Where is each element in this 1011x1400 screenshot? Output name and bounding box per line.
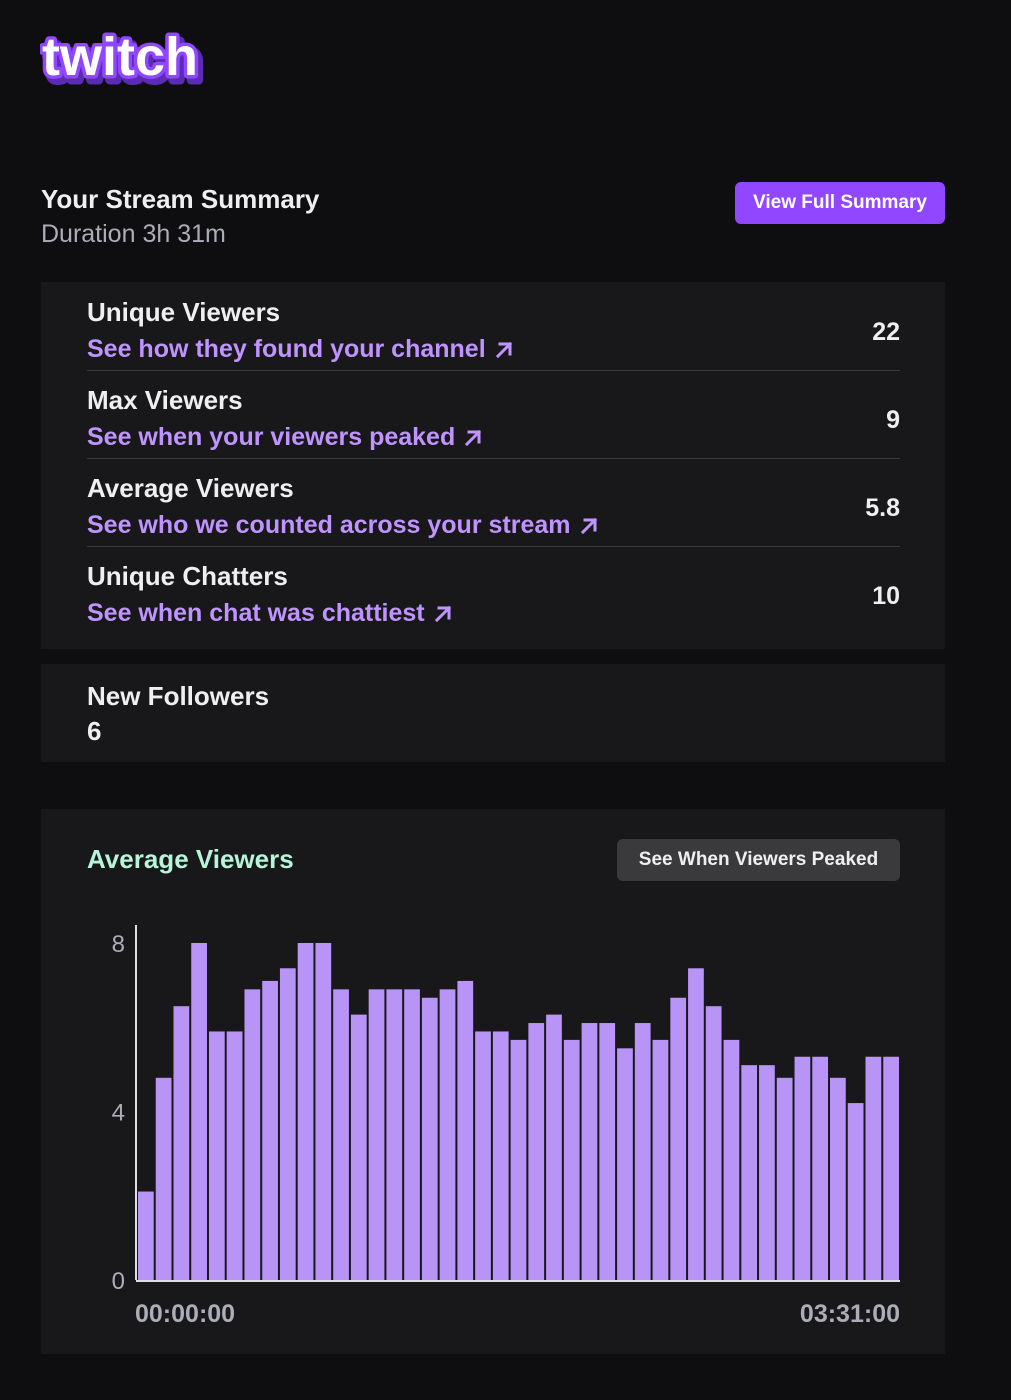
chart-bar <box>795 1057 811 1280</box>
chart-bar <box>528 1023 544 1280</box>
stat-row-unique-chatters: Unique Chatters See when chat was chatti… <box>87 546 900 634</box>
stat-link-text: See when your viewers peaked <box>87 423 455 452</box>
y-tick-label: 8 <box>112 931 125 958</box>
chart-bar <box>333 989 349 1280</box>
chart-bar <box>298 943 314 1280</box>
stat-value: 9 <box>886 406 900 435</box>
stat-label: Average Viewers <box>87 473 294 504</box>
chart-bar <box>759 1065 775 1280</box>
chart-bar <box>812 1057 828 1280</box>
chart-bar <box>173 1006 189 1280</box>
followers-value: 6 <box>87 716 101 747</box>
chart-bar <box>706 1006 722 1280</box>
chart-bar <box>457 981 473 1280</box>
chart-bar <box>351 1015 367 1280</box>
chart-bar <box>493 1031 509 1280</box>
average-viewers-bar-chart: 0 4 8 <box>41 809 945 1354</box>
y-tick-label: 4 <box>112 1100 125 1127</box>
stat-label: Unique Viewers <box>87 297 280 328</box>
stat-row-unique-viewers: Unique Viewers See how they found your c… <box>87 282 900 371</box>
chart-bar <box>511 1040 527 1280</box>
chart-bar <box>315 943 331 1280</box>
y-tick-label: 0 <box>112 1268 125 1295</box>
chart-bar <box>582 1023 598 1280</box>
external-arrow-icon <box>494 340 514 360</box>
stat-value: 5.8 <box>865 494 900 523</box>
stats-card: Unique Viewers See how they found your c… <box>41 282 945 649</box>
chart-bar <box>635 1023 651 1280</box>
stat-link-counted-viewers[interactable]: See who we counted across your stream <box>87 511 599 540</box>
chart-bar <box>475 1031 491 1280</box>
chart-bar <box>883 1057 899 1280</box>
chart-bar <box>440 989 456 1280</box>
chart-bar <box>546 1015 562 1280</box>
chart-bar <box>866 1057 882 1280</box>
chart-bar <box>262 981 278 1280</box>
new-followers-card: New Followers 6 <box>41 664 945 762</box>
external-arrow-icon <box>463 428 483 448</box>
chart-bar <box>280 968 296 1280</box>
stat-link-found-channel[interactable]: See how they found your channel <box>87 335 514 364</box>
chart-bar <box>564 1040 580 1280</box>
stat-label: Unique Chatters <box>87 561 288 592</box>
stat-row-average-viewers: Average Viewers See who we counted acros… <box>87 458 900 547</box>
chart-bar <box>156 1078 172 1280</box>
stat-row-max-viewers: Max Viewers See when your viewers peaked… <box>87 370 900 459</box>
chart-bar <box>724 1040 740 1280</box>
stat-link-text: See how they found your channel <box>87 335 486 364</box>
stream-duration: Duration 3h 31m <box>41 217 319 251</box>
stat-value: 10 <box>872 582 900 611</box>
chart-bar <box>404 989 420 1280</box>
chart-bar <box>741 1065 757 1280</box>
chart-bar <box>422 998 438 1280</box>
stat-link-text: See when chat was chattiest <box>87 599 425 628</box>
chart-bar <box>599 1023 615 1280</box>
chart-bar <box>386 989 402 1280</box>
stat-value: 22 <box>872 318 900 347</box>
stat-label: Max Viewers <box>87 385 243 416</box>
external-arrow-icon <box>579 516 599 536</box>
chart-bar <box>369 989 385 1280</box>
chart-bar <box>191 943 207 1280</box>
chart-bar <box>244 989 260 1280</box>
followers-label: New Followers <box>87 681 269 712</box>
x-axis-start-label: 00:00:00 <box>135 1300 235 1329</box>
summary-title: Your Stream Summary <box>41 182 319 216</box>
stat-link-viewers-peaked[interactable]: See when your viewers peaked <box>87 423 483 452</box>
chart-bar <box>138 1192 154 1280</box>
chart-bar <box>653 1040 669 1280</box>
chart-bar <box>777 1078 793 1280</box>
summary-header: Your Stream Summary Duration 3h 31m <box>41 182 319 251</box>
chart-bar <box>688 968 704 1280</box>
stat-link-chattiest[interactable]: See when chat was chattiest <box>87 599 453 628</box>
view-full-summary-button[interactable]: View Full Summary <box>735 182 945 224</box>
chart-bar <box>617 1048 633 1280</box>
chart-bar <box>830 1078 846 1280</box>
twitch-logo: twitch twitch <box>40 30 224 92</box>
external-arrow-icon <box>433 604 453 624</box>
x-axis-end-label: 03:31:00 <box>800 1300 900 1329</box>
average-viewers-chart-card: Average Viewers See When Viewers Peaked … <box>41 809 945 1354</box>
stat-link-text: See who we counted across your stream <box>87 511 571 540</box>
chart-bar <box>848 1103 864 1280</box>
svg-text:twitch: twitch <box>42 30 198 87</box>
chart-bar <box>670 998 686 1280</box>
chart-bar <box>227 1031 243 1280</box>
chart-bar <box>209 1031 225 1280</box>
